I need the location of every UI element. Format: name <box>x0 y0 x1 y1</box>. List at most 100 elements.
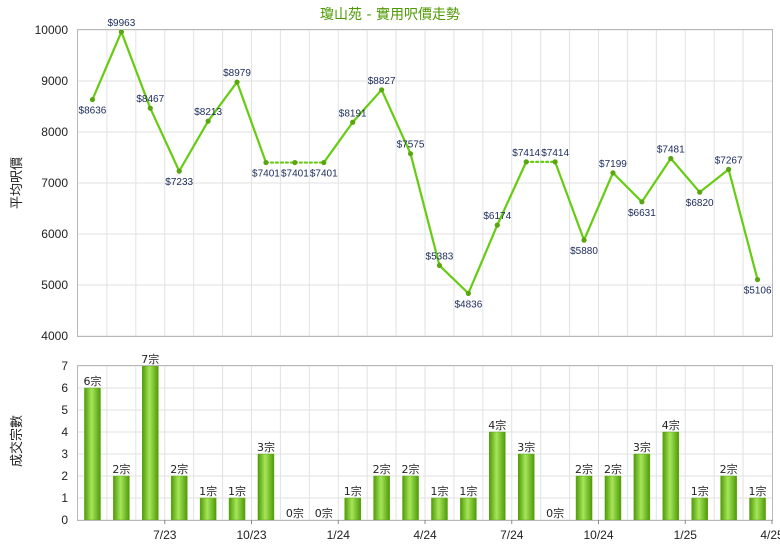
line-y-tick-label: 5000 <box>41 278 68 292</box>
data-point <box>147 105 153 111</box>
line-segment <box>727 168 759 281</box>
line-segment <box>582 171 615 242</box>
data-point <box>263 159 269 166</box>
line-segment <box>554 160 586 242</box>
bar-y-tick-label: 7 <box>61 359 68 373</box>
data-point <box>89 96 96 103</box>
line-data-label: $8191 <box>339 108 367 119</box>
bar-data-label: 1宗 <box>199 484 217 498</box>
bar-data-label: 2宗 <box>720 462 738 476</box>
line-data-label: $7401 <box>310 169 338 180</box>
line-data-label: $8213 <box>194 107 222 118</box>
data-point <box>523 159 529 165</box>
line-segment <box>640 157 672 203</box>
line-y-tick-label: 8000 <box>41 125 68 139</box>
line-segment <box>496 160 528 227</box>
line-y-tick-label: 9000 <box>41 74 68 88</box>
data-point <box>176 168 182 174</box>
bar-data-label: 1宗 <box>459 484 477 498</box>
bar-data-label: 7宗 <box>141 352 159 366</box>
bar-y-tick-label: 2 <box>61 469 68 483</box>
bar-data-label: 4宗 <box>662 418 680 432</box>
data-point <box>205 118 211 124</box>
bar-data-label: 2宗 <box>112 462 130 476</box>
line-segment <box>120 30 152 110</box>
bar-y-tick-label: 4 <box>61 425 68 439</box>
line-data-label: $7401 <box>252 169 280 180</box>
bar <box>113 475 130 521</box>
x-tick-label: 4/25 <box>760 528 780 542</box>
line-data-label: $9963 <box>107 18 135 29</box>
line-data-label: $7199 <box>599 159 627 170</box>
bar-series <box>84 365 766 521</box>
data-point <box>639 199 645 205</box>
bar <box>720 475 737 521</box>
data-point <box>292 159 298 166</box>
bar <box>170 475 188 521</box>
bar <box>489 431 506 521</box>
line-data-label: $7414 <box>512 148 540 159</box>
bar-y-axis-label: 成交宗數 <box>9 415 25 467</box>
data-point <box>754 276 761 283</box>
line-data-label: $7233 <box>165 177 193 188</box>
line-data-label: $7401 <box>281 169 309 180</box>
bar-data-label: 2宗 <box>402 462 420 476</box>
bar <box>373 475 390 521</box>
line-y-tick-label: 10000 <box>35 23 69 37</box>
line-y-axis-label: 平均呎價 <box>10 157 25 209</box>
x-tick-label: 10/24 <box>583 528 613 542</box>
data-point <box>407 151 414 157</box>
line-data-label: $8636 <box>79 106 107 117</box>
bar-data-label: 4宗 <box>488 418 506 432</box>
line-data-label: $8827 <box>368 76 396 87</box>
data-point <box>610 170 616 176</box>
data-point <box>552 159 558 165</box>
bar-y-tick-label: 1 <box>61 491 68 505</box>
line-segment <box>207 80 239 123</box>
bar-data-label: 0宗 <box>315 506 333 520</box>
data-point <box>234 79 240 85</box>
bar <box>749 497 766 521</box>
bar <box>517 453 535 521</box>
line-segment <box>438 264 470 295</box>
bar-data-label: 3宗 <box>633 440 651 454</box>
x-tick-label: 10/23 <box>236 528 266 542</box>
data-point <box>118 29 124 35</box>
bar-y-tick-label: 3 <box>61 447 68 461</box>
data-point <box>726 166 732 172</box>
line-data-label: $8979 <box>223 68 251 79</box>
line-segment <box>235 80 268 164</box>
line-data-label: $6174 <box>483 211 511 222</box>
bar-y-tick-label: 5 <box>61 403 68 417</box>
data-point <box>465 290 471 296</box>
line-data-label: $7414 <box>541 148 569 159</box>
bar-data-label: 2宗 <box>170 462 188 476</box>
bar <box>344 497 361 521</box>
line-y-tick-label: 4000 <box>41 329 68 343</box>
bar <box>257 453 275 521</box>
bar <box>691 497 708 521</box>
data-point <box>379 87 385 93</box>
bar-data-label: 1宗 <box>749 484 767 498</box>
x-tick-label: 4/24 <box>413 528 437 542</box>
bar-data-label: 6宗 <box>83 374 101 388</box>
line-segment <box>698 168 730 194</box>
bar-data-label: 3宗 <box>517 440 535 454</box>
bar-data-label: 3宗 <box>257 440 275 454</box>
data-point <box>668 155 674 162</box>
line-segment <box>149 107 181 173</box>
bar-data-label: 2宗 <box>575 462 593 476</box>
line-segment <box>669 157 701 194</box>
bar <box>662 431 680 521</box>
bar-data-label: 1宗 <box>344 484 362 498</box>
line-data-label: $5106 <box>744 286 772 297</box>
bar <box>575 475 593 521</box>
line-data-label: $7267 <box>715 155 743 166</box>
bar-y-tick-label: 0 <box>61 513 68 527</box>
line-series <box>89 29 761 296</box>
data-point <box>697 189 703 195</box>
line-data-label: $7575 <box>397 140 425 151</box>
data-point <box>350 119 356 125</box>
bar-data-label: 1宗 <box>430 484 448 498</box>
